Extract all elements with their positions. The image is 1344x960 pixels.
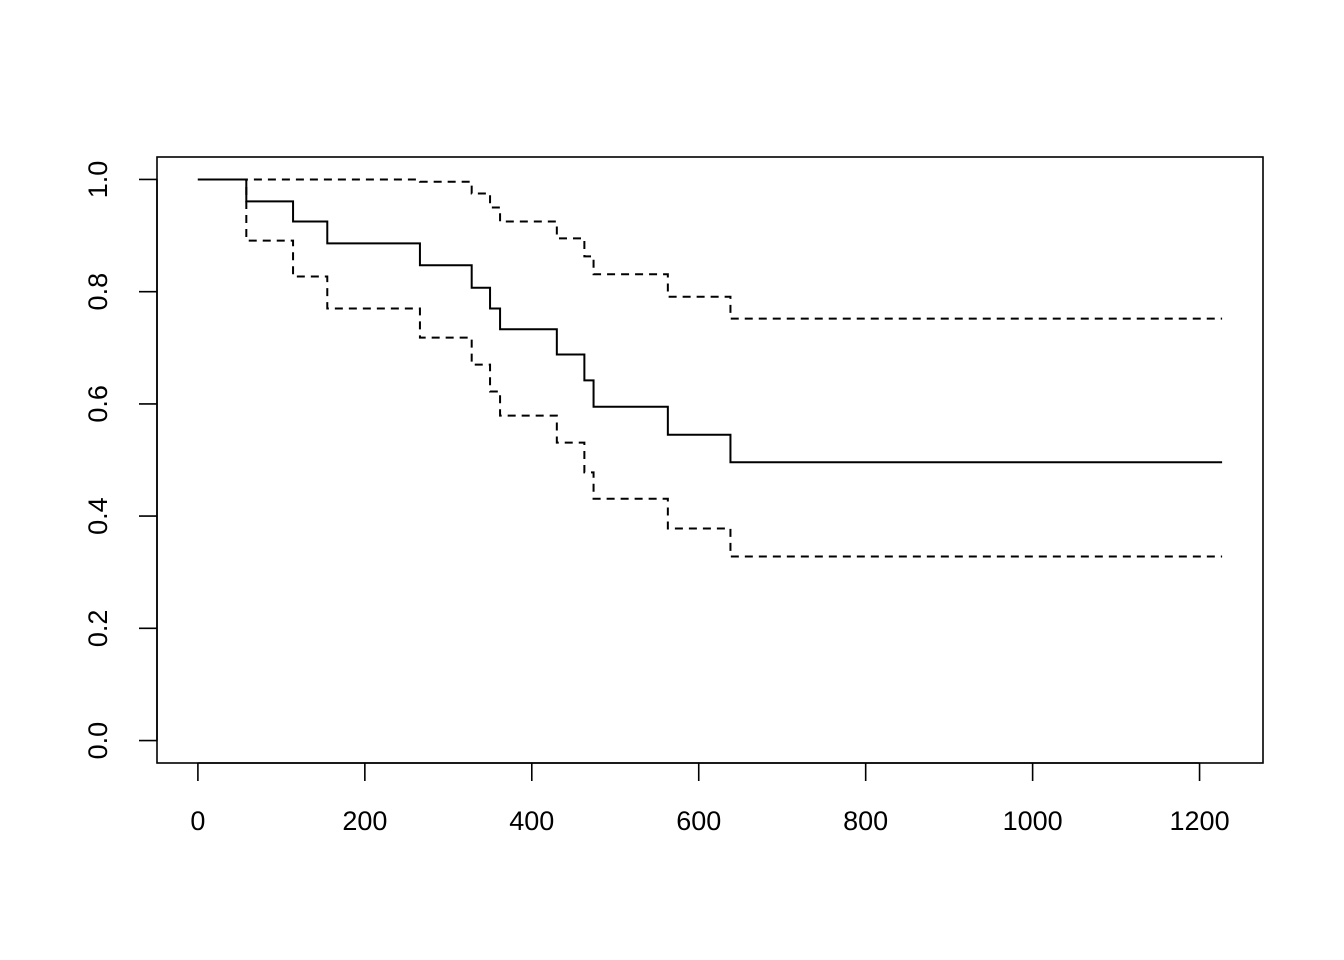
y-tick-label: 0.8: [83, 273, 113, 311]
y-tick-label: 0.4: [83, 497, 113, 535]
x-tick-label: 1000: [1003, 806, 1063, 836]
x-tick-label: 1200: [1170, 806, 1230, 836]
x-tick-label: 200: [342, 806, 387, 836]
y-tick-label: 1.0: [83, 161, 113, 199]
x-tick-label: 400: [509, 806, 554, 836]
survival-curve: [197, 178, 1223, 464]
survival-curve: [197, 178, 1223, 320]
y-tick-label: 0.2: [83, 610, 113, 648]
plot-frame: [156, 156, 1264, 764]
x-tick-label: 0: [190, 806, 205, 836]
y-tick-label: 0.6: [83, 385, 113, 423]
y-tick-label: 0.0: [83, 722, 113, 760]
x-tick-label: 800: [843, 806, 888, 836]
x-tick-label: 600: [676, 806, 721, 836]
survival-curve: [197, 178, 1223, 558]
